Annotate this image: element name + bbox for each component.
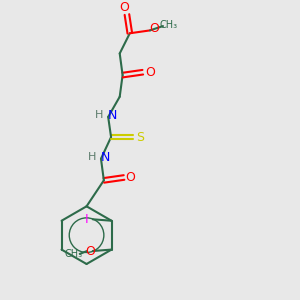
Text: O: O xyxy=(119,1,129,14)
Text: H: H xyxy=(95,110,104,121)
Text: O: O xyxy=(125,171,135,184)
Text: O: O xyxy=(149,22,159,35)
Text: S: S xyxy=(136,130,144,144)
Text: CH₃: CH₃ xyxy=(159,20,177,30)
Text: I: I xyxy=(85,213,89,226)
Text: N: N xyxy=(108,109,117,122)
Text: CH₃: CH₃ xyxy=(65,249,83,259)
Text: H: H xyxy=(88,152,97,162)
Text: O: O xyxy=(85,244,95,257)
Text: N: N xyxy=(100,151,110,164)
Text: O: O xyxy=(145,66,155,79)
